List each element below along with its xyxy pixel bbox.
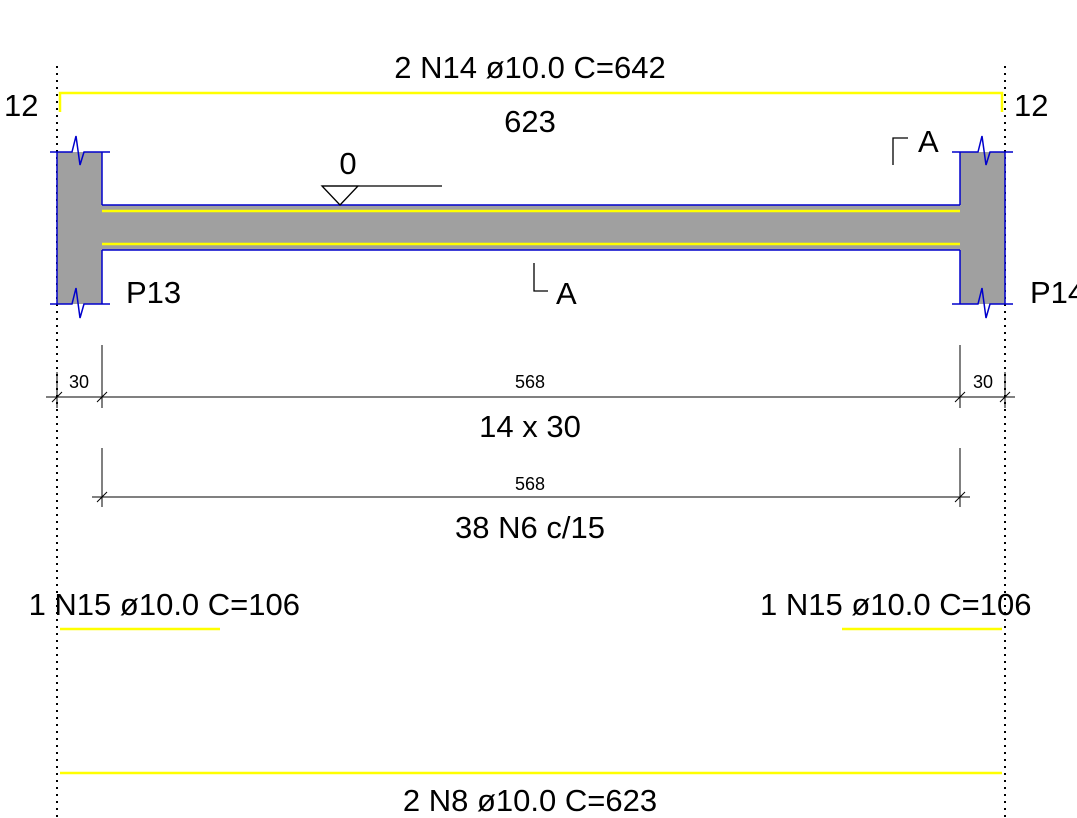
section-mark-bottom: A bbox=[556, 276, 577, 311]
right-pillar-label: P14 bbox=[1030, 275, 1077, 310]
beam-size-label: 14 x 30 bbox=[479, 409, 581, 444]
top-rebar-hook-right: 12 bbox=[1014, 88, 1048, 123]
dimension-line-stirrups bbox=[92, 448, 970, 507]
section-mark-top: A bbox=[918, 124, 939, 159]
negative-bar-left-label: 1 N15 ø10.0 C=106 bbox=[29, 587, 300, 622]
top-rebar-label: 2 N14 ø10.0 C=642 bbox=[394, 50, 665, 85]
left-pillar bbox=[50, 135, 110, 319]
left-pillar-label: P13 bbox=[126, 275, 181, 310]
stirrup-span: 568 bbox=[515, 474, 545, 494]
dimension-support-left: 30 bbox=[69, 372, 89, 392]
dimension-line-support bbox=[46, 345, 1015, 408]
right-pillar bbox=[952, 135, 1013, 319]
bottom-rebar-label: 2 N8 ø10.0 C=623 bbox=[403, 783, 657, 818]
top-rebar-hook-left: 12 bbox=[4, 88, 38, 123]
dimension-support-right: 30 bbox=[973, 372, 993, 392]
level-marker bbox=[320, 185, 442, 206]
level-value: 0 bbox=[339, 146, 356, 181]
negative-bar-right-label: 1 N15 ø10.0 C=106 bbox=[760, 587, 1031, 622]
stirrup-label: 38 N6 c/15 bbox=[455, 510, 605, 545]
dimension-span: 568 bbox=[515, 372, 545, 392]
section-mark-top-symbol bbox=[892, 137, 908, 165]
beam-body bbox=[57, 205, 1005, 250]
top-rebar bbox=[58, 91, 1004, 112]
top-rebar-length: 623 bbox=[504, 104, 556, 139]
section-mark-bottom-symbol bbox=[533, 263, 548, 292]
